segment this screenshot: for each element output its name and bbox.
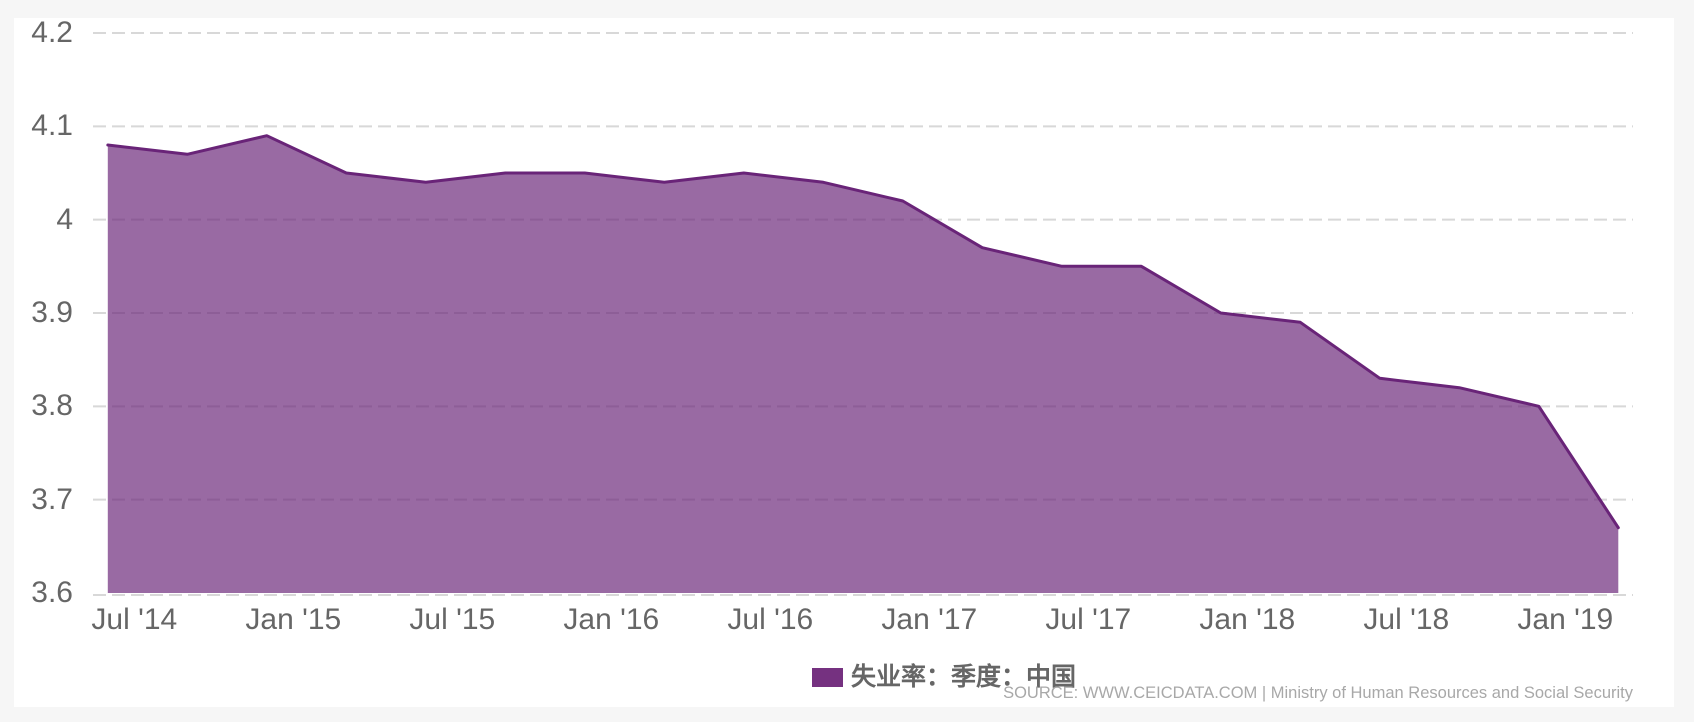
source-attribution: SOURCE: WWW.CEICDATA.COM | Ministry of H… xyxy=(1003,684,1633,702)
x-axis-tick-label: Jul '18 xyxy=(1363,603,1450,636)
y-axis-tick-label: 4.1 xyxy=(31,109,73,143)
x-axis-tick-label: Jul '15 xyxy=(409,603,496,636)
y-axis-tick-label: 3.7 xyxy=(31,482,73,516)
series-area xyxy=(107,135,1619,593)
x-axis-tick-label: Jan '19 xyxy=(1517,603,1614,636)
y-axis-tick-label: 3.6 xyxy=(31,576,73,609)
x-axis-tick-label: Jan '15 xyxy=(245,603,342,636)
series-line xyxy=(106,134,1620,530)
x-axis-tick-label: Jul '17 xyxy=(1045,603,1132,636)
y-axis-tick-label: 3.8 xyxy=(31,389,73,423)
x-axis-tick-label: Jul '16 xyxy=(727,603,814,636)
y-axis-tick-label: 4.2 xyxy=(31,16,73,49)
legend-swatch xyxy=(812,667,843,687)
y-axis-tick-label: 3.9 xyxy=(31,296,73,329)
x-axis-tick-label: Jan '18 xyxy=(1199,603,1296,636)
legend[interactable]: 失业率：季度：中国 xyxy=(812,662,1076,692)
legend-series-label: 失业率：季度：中国 xyxy=(851,663,1077,691)
x-axis-tick-label: Jul '14 xyxy=(91,603,178,636)
x-axis-tick-label: Jan '17 xyxy=(881,603,978,636)
y-axis-tick-label: 4 xyxy=(56,202,73,236)
x-axis-tick-label: Jan '16 xyxy=(563,603,660,636)
